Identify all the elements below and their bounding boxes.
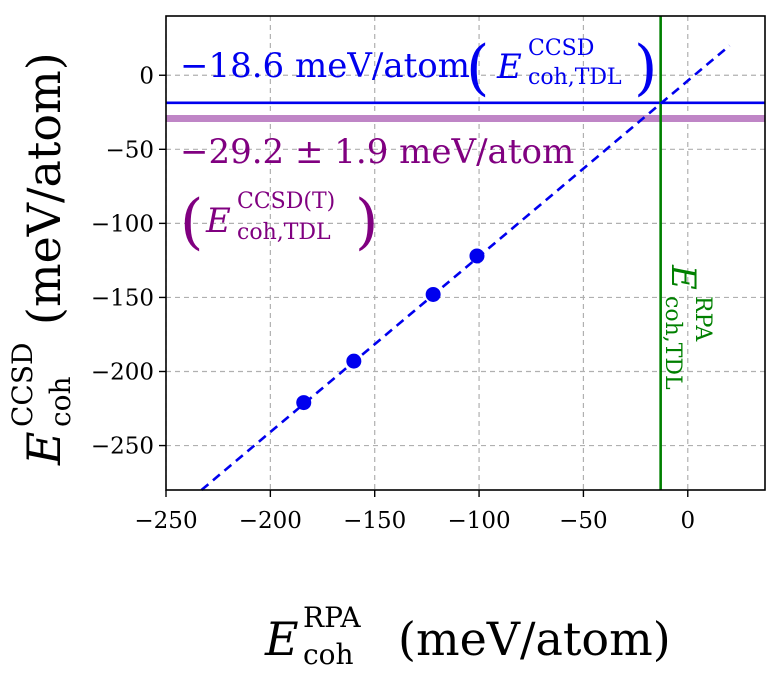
x-tick-label: −150	[343, 508, 406, 534]
annotation-rpa-superscript: RPA	[690, 296, 715, 342]
annotation-ccsd-superscript: CCSD	[528, 36, 594, 61]
data-series	[200, 44, 731, 491]
x-axis-label-unit: (meV/atom)	[398, 612, 671, 666]
annotation-ccsdt-superscript: CCSD(T)	[237, 189, 335, 214]
annotation-rpa-symbol: E	[663, 264, 703, 290]
fit-line	[200, 44, 731, 491]
annotation-ccsd-subscript: coh,TDL	[528, 65, 622, 90]
y-tick-label: −100	[91, 211, 154, 237]
data-point-3	[469, 248, 485, 264]
annotation-ccsd-symbol: E	[496, 47, 522, 87]
annotation-ccsdt-value: −29.2 ± 1.9 meV/atom	[180, 132, 574, 172]
y-axis-label-unit: (meV/atom)	[17, 52, 71, 325]
y-axis-ticks: −250 −200 −150 −100 −50 0	[91, 63, 166, 460]
reference-lines	[166, 16, 765, 490]
plot-area-frame	[165, 15, 766, 491]
annotation-ccsdt: −29.2 ± 1.9 meV/atom ( E CCSD(T) coh,TDL…	[180, 132, 574, 257]
y-tick-label: −150	[91, 285, 154, 311]
y-axis-label-superscript: CCSD	[6, 343, 39, 427]
annotation-ccsdt-paren-close: )	[355, 187, 378, 257]
y-tick-label: −200	[91, 360, 154, 386]
annotation-ccsd-value: −18.6 meV/atom	[180, 46, 470, 86]
x-axis-label-superscript: RPA	[303, 601, 361, 634]
annotation-ccsdt-symbol: E	[205, 201, 231, 241]
x-axis-ticks: −250 −200 −150 −100 −50 0	[134, 490, 695, 534]
y-axis-label-subscript: coh	[44, 376, 77, 427]
x-axis-label: E RPA coh (meV/atom)	[264, 601, 671, 671]
y-axis-label-symbol: E	[17, 431, 71, 466]
x-axis-label-subscript: coh	[303, 638, 354, 671]
y-tick-label: 0	[139, 63, 154, 89]
data-point-0	[296, 395, 312, 411]
x-tick-label: −100	[447, 508, 510, 534]
annotation-rpa: E RPA coh,TDL	[660, 264, 715, 390]
annotation-ccsd-paren-close: )	[634, 33, 657, 103]
annotation-ccsd-paren-open: (	[466, 33, 489, 103]
annotation-ccsdt-subscript: coh,TDL	[237, 220, 331, 245]
y-axis-label: E CCSD coh (meV/atom)	[6, 52, 77, 466]
x-tick-label: 0	[680, 508, 695, 534]
y-tick-label: −250	[91, 434, 154, 460]
x-tick-label: −250	[134, 508, 197, 534]
annotation-ccsdt-paren-open: (	[180, 187, 203, 257]
annotation-rpa-subscript: coh,TDL	[660, 296, 685, 390]
y-tick-label: −50	[105, 137, 154, 163]
x-axis-label-symbol: E	[264, 612, 299, 666]
x-tick-label: −200	[239, 508, 302, 534]
annotation-ccsd: −18.6 meV/atom ( E CCSD coh,TDL )	[180, 33, 657, 103]
x-tick-label: −50	[559, 508, 608, 534]
